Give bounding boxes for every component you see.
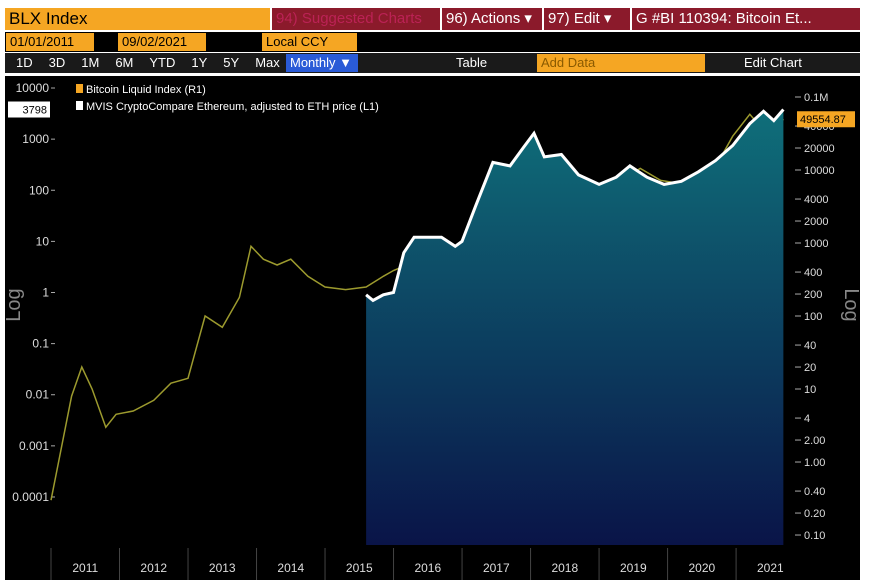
table-button[interactable]: Table bbox=[456, 55, 488, 70]
y2-tick-label: 0.1M bbox=[804, 92, 828, 104]
legend-label: Bitcoin Liquid Index (R1) bbox=[86, 84, 206, 96]
y2-axis-label: Log bbox=[840, 288, 862, 321]
last-value-label: 3798 bbox=[23, 105, 47, 117]
y2-tick-label: 20 bbox=[804, 362, 816, 374]
x-tick-label: 2017 bbox=[483, 561, 510, 575]
y2-tick-label: 1000 bbox=[804, 238, 828, 250]
y-tick-label: 1 bbox=[42, 285, 49, 299]
x-tick-label: 2016 bbox=[414, 561, 441, 575]
y2-tick-label: 10000 bbox=[804, 165, 835, 177]
series-line bbox=[365, 108, 785, 303]
y2-tick-label: 200 bbox=[804, 289, 822, 301]
legend-swatch bbox=[76, 84, 83, 93]
y-tick-label: 0.1 bbox=[32, 337, 49, 351]
y2-tick-label: 0.20 bbox=[804, 508, 825, 520]
suggested-charts[interactable]: 94) Suggested Charts bbox=[272, 8, 440, 30]
y-tick-label: 0.0001 bbox=[12, 490, 49, 504]
period-button[interactable]: 6M bbox=[115, 55, 134, 70]
edit-menu[interactable]: 97) Edit ▾ bbox=[544, 8, 630, 30]
period-button[interactable]: 1M bbox=[81, 55, 100, 70]
period-button[interactable]: Max bbox=[255, 55, 280, 70]
last-value-box bbox=[8, 101, 50, 118]
x-tick-label: 2018 bbox=[551, 561, 578, 575]
start-date[interactable]: 01/01/2011 bbox=[6, 33, 94, 51]
last-value-box bbox=[797, 111, 855, 128]
period-buttons: 1D 3D 1M 6M YTD 1Y 5Y Max bbox=[8, 54, 288, 72]
frequency[interactable]: Monthly ▼ bbox=[286, 54, 358, 72]
area bbox=[366, 109, 784, 545]
date-row bbox=[5, 32, 860, 52]
actions-menu[interactable]: 96) Actions ▾ bbox=[442, 8, 542, 30]
x-tick-label: 2015 bbox=[346, 561, 373, 575]
x-tick-label: 2012 bbox=[140, 561, 167, 575]
y-axis-label: Log bbox=[3, 288, 25, 321]
period-button[interactable]: 3D bbox=[48, 55, 66, 70]
series-line bbox=[50, 113, 785, 501]
x-axis-bar bbox=[5, 548, 860, 580]
add-data[interactable]: Add Data bbox=[537, 54, 705, 72]
y2-tick-label: 0.40 bbox=[804, 486, 825, 498]
edit-chart[interactable]: Edit Chart bbox=[744, 55, 802, 70]
x-tick-label: 2020 bbox=[688, 561, 715, 575]
last-value-label: 49554.87 bbox=[800, 114, 846, 126]
y2-tick-label: 2.00 bbox=[804, 435, 825, 447]
y2-tick-label: 40 bbox=[804, 340, 816, 352]
y2-tick-label: 20000 bbox=[804, 143, 835, 155]
y2-tick-label: 400 bbox=[804, 267, 822, 279]
legend-label: MVIS CryptoCompare Ethereum, adjusted to… bbox=[86, 101, 379, 113]
period-button[interactable]: 1Y bbox=[191, 55, 208, 70]
period-button[interactable]: 1D bbox=[16, 55, 33, 70]
y2-tick-label: 100 bbox=[804, 311, 822, 323]
currency[interactable]: Local CCY bbox=[262, 33, 357, 51]
y-tick-label: 100 bbox=[29, 183, 49, 197]
period-button[interactable]: 5Y bbox=[223, 55, 240, 70]
chart-id: G #BI 110394: Bitcoin Et... bbox=[632, 8, 860, 30]
x-tick-label: 2019 bbox=[620, 561, 647, 575]
y2-tick-label: 10 bbox=[804, 384, 816, 396]
y-tick-label: 0.01 bbox=[26, 388, 50, 402]
x-tick-label: 2021 bbox=[757, 561, 784, 575]
y-tick-label: 10000 bbox=[16, 81, 50, 95]
y2-tick-label: 2000 bbox=[804, 216, 828, 228]
legend-swatch bbox=[76, 101, 83, 110]
x-tick-label: 2013 bbox=[209, 561, 236, 575]
y-tick-label: 1000 bbox=[22, 132, 49, 146]
y2-tick-label: 1.00 bbox=[804, 457, 825, 469]
period-button[interactable]: YTD bbox=[149, 55, 176, 70]
y2-tick-label: 0.10 bbox=[804, 530, 825, 542]
y-tick-label: 0.001 bbox=[19, 439, 49, 453]
end-date[interactable]: 09/02/2021 bbox=[118, 33, 206, 51]
x-tick-label: 2011 bbox=[72, 561, 98, 575]
x-tick-label: 2014 bbox=[277, 561, 304, 575]
y2-tick-label: 4000 bbox=[804, 194, 828, 206]
y-tick-label: 10 bbox=[36, 234, 50, 248]
ticker[interactable]: BLX Index bbox=[5, 8, 270, 30]
y2-tick-label: 4 bbox=[804, 413, 810, 425]
plot-background bbox=[5, 76, 860, 548]
y2-tick-label: 40000 bbox=[804, 121, 835, 133]
